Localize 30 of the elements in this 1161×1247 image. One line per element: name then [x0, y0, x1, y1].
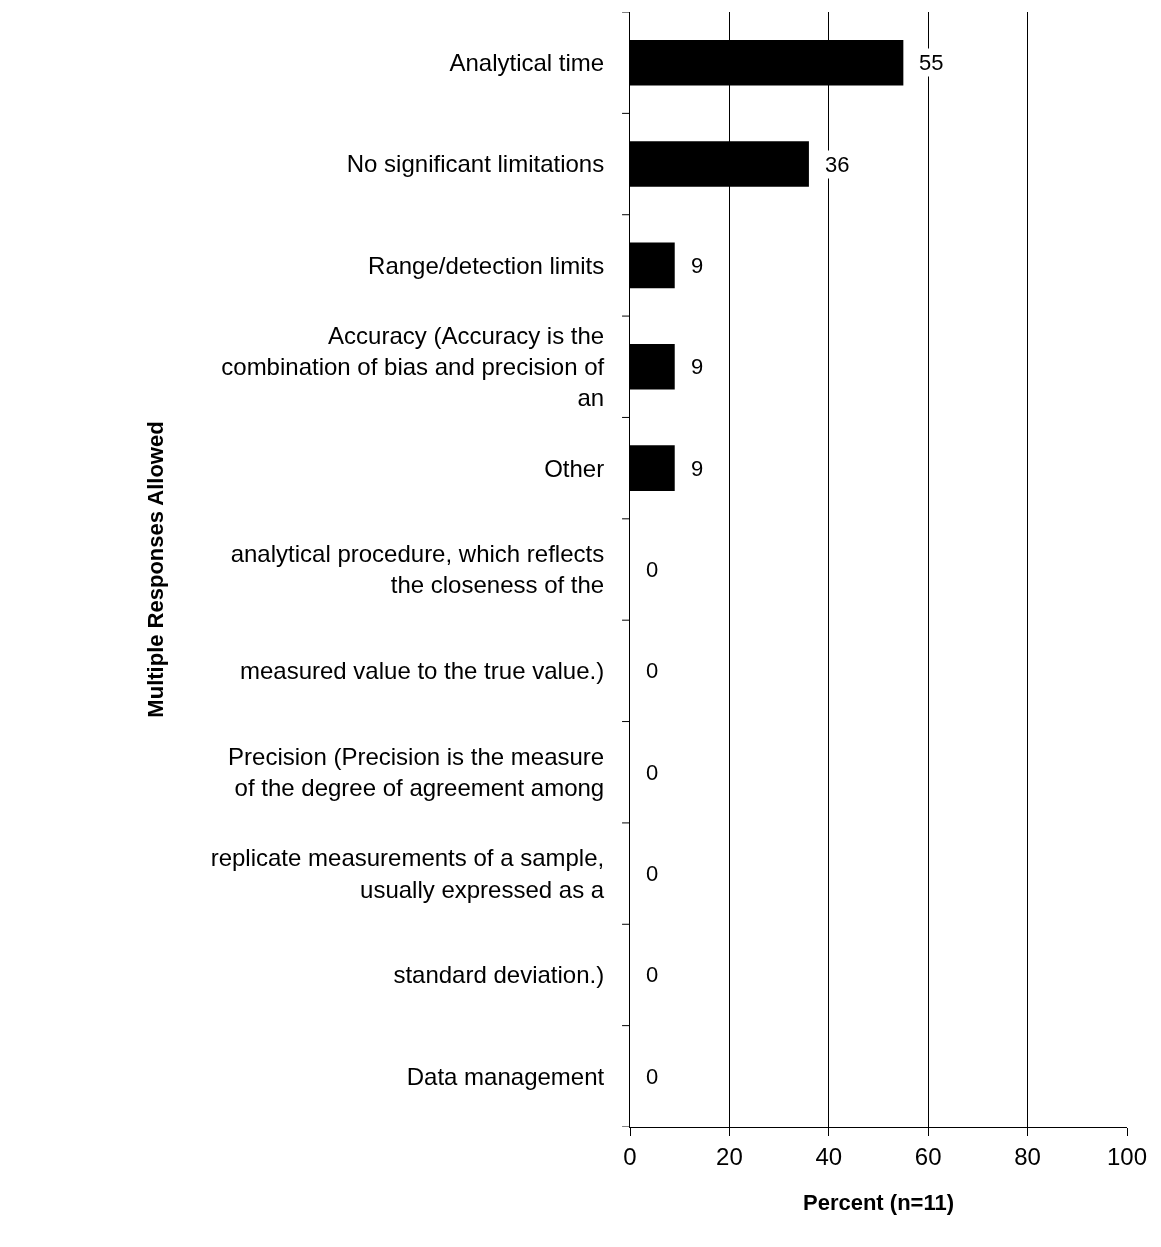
x-tick-label: 100: [1106, 1142, 1148, 1170]
data-label: 0: [646, 760, 659, 785]
y-tick-label: Other: [544, 454, 605, 482]
x-tick-label: 20: [716, 1142, 743, 1170]
y-tick-label: Accuracy (Accuracy is the combination of bias and precision of an: [221, 321, 605, 412]
y-tick-label: measured value to the true value.): [239, 657, 605, 685]
data-label: 0: [646, 861, 659, 886]
x-tick-label: 40: [815, 1142, 843, 1170]
y-tick-label: replicate measurements of a sample, usually expressed as a: [210, 844, 605, 903]
x-tick-label: 60: [914, 1142, 942, 1170]
y-tick-label: Range/detection limits: [368, 251, 605, 279]
y-tick-label: standard deviation.): [393, 961, 605, 989]
data-label: 9: [691, 253, 704, 278]
x-tick-label: 0: [623, 1142, 637, 1170]
y-axis-title: Multiple Responses Allowed: [143, 421, 169, 718]
data-label: 0: [646, 658, 659, 683]
data-label: 0: [646, 962, 659, 987]
y-tick-label: Precision (Precision is the measure of the degree of agreement among: [228, 743, 605, 802]
data-label: 55: [919, 50, 944, 75]
y-tick-label: No significant limitations: [346, 150, 605, 178]
data-label: 0: [646, 557, 659, 582]
x-axis-title: Percent (n=11): [802, 1189, 955, 1215]
y-tick-label: Analytical time: [449, 49, 605, 77]
y-tick-label: analytical procedure, which reflects the closeness of the: [230, 540, 605, 599]
data-label: 36: [825, 152, 850, 177]
x-tick-label: 80: [1014, 1142, 1041, 1170]
y-tick-label: Data management: [406, 1062, 605, 1090]
data-label: 9: [691, 456, 704, 481]
data-label: 0: [646, 1064, 659, 1089]
data-label: 9: [691, 354, 704, 379]
